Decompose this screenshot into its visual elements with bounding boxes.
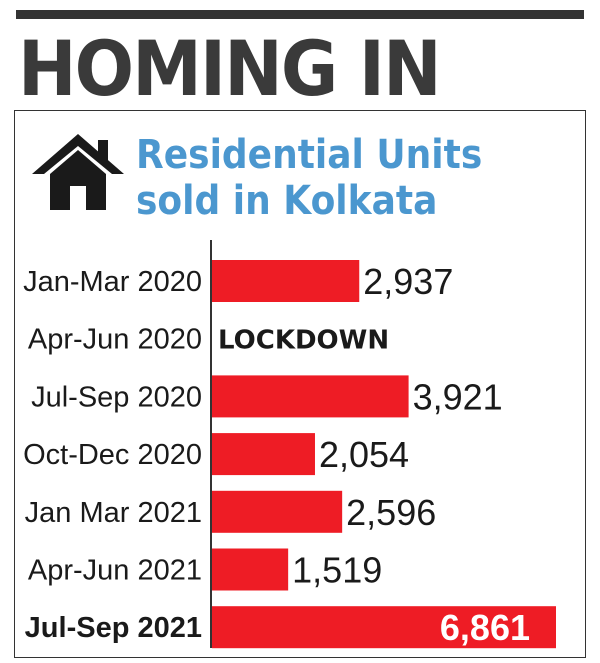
category-label: Jan Mar 2021 — [25, 497, 202, 529]
bar — [212, 375, 409, 418]
bar — [212, 548, 289, 591]
value-label: 3,921 — [413, 376, 503, 417]
category-label: Jan-Mar 2020 — [23, 266, 202, 298]
value-label: 1,519 — [292, 550, 382, 591]
value-label: 2,054 — [319, 434, 409, 475]
value-label: 6,861 — [440, 607, 530, 648]
top-rule — [16, 10, 584, 19]
chart-title-line-2: sold in Kolkata — [136, 178, 438, 224]
house-icon — [32, 134, 124, 210]
chart-title-line-1: Residential Units — [136, 132, 483, 178]
category-label: Apr-Jun 2020 — [28, 324, 202, 356]
chart-frame — [14, 110, 586, 658]
bar — [212, 260, 360, 302]
category-label: Jul-Sep 2020 — [31, 381, 202, 413]
bar — [212, 433, 315, 476]
value-label: 2,937 — [363, 261, 453, 302]
bar — [212, 490, 343, 533]
chart-title: Residential Units sold in Kolkata — [136, 132, 482, 224]
category-label: Jul-Sep 2021 — [25, 612, 202, 644]
category-label: Oct-Dec 2020 — [23, 439, 202, 471]
note-label: LOCKDOWN — [218, 326, 389, 356]
category-label: Apr-Jun 2021 — [28, 555, 202, 587]
bar — [212, 606, 556, 649]
value-label: 2,596 — [346, 492, 436, 533]
page-title: HOMING IN — [18, 24, 442, 113]
category-axis-line — [210, 240, 212, 648]
